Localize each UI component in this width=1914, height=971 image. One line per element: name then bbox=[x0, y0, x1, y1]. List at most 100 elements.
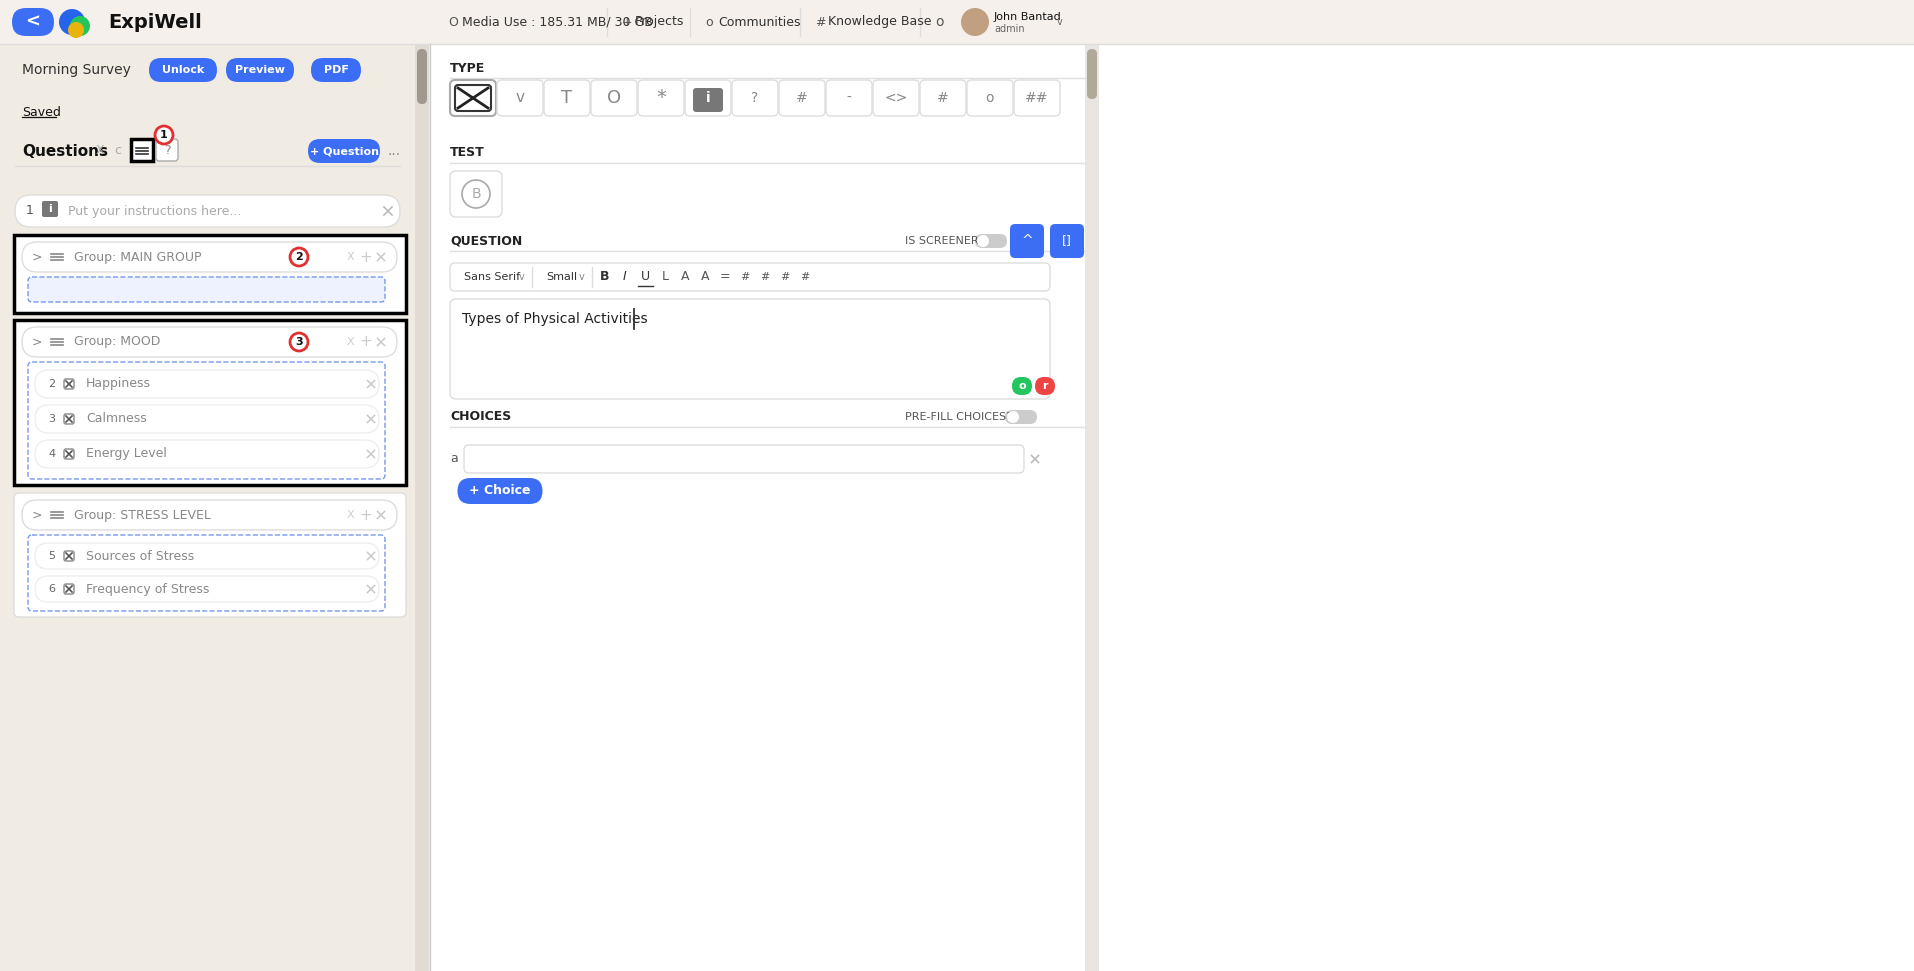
Text: + Choice: + Choice bbox=[469, 485, 530, 497]
Text: ExpiWell: ExpiWell bbox=[107, 13, 201, 31]
Text: []: [] bbox=[1062, 235, 1072, 248]
FancyBboxPatch shape bbox=[21, 327, 396, 357]
Text: PDF: PDF bbox=[323, 65, 348, 75]
Text: o: o bbox=[936, 15, 944, 29]
FancyBboxPatch shape bbox=[544, 80, 590, 116]
Text: i: i bbox=[706, 91, 710, 105]
Text: IS SCREENER?: IS SCREENER? bbox=[905, 236, 984, 246]
Bar bbox=[130, 139, 153, 161]
Text: B: B bbox=[471, 187, 480, 201]
FancyBboxPatch shape bbox=[34, 543, 379, 569]
Text: Knowledge Base: Knowledge Base bbox=[829, 16, 932, 28]
Text: I: I bbox=[624, 271, 628, 284]
Text: Frequency of Stress: Frequency of Stress bbox=[86, 583, 209, 595]
Bar bbox=[415, 44, 429, 971]
Text: 3: 3 bbox=[48, 414, 56, 424]
FancyBboxPatch shape bbox=[1014, 80, 1060, 116]
Text: ?: ? bbox=[165, 145, 170, 157]
Circle shape bbox=[71, 16, 90, 36]
Circle shape bbox=[69, 22, 84, 38]
Text: v: v bbox=[1057, 17, 1062, 27]
FancyBboxPatch shape bbox=[226, 58, 295, 82]
FancyBboxPatch shape bbox=[974, 234, 1007, 248]
FancyBboxPatch shape bbox=[873, 80, 919, 116]
Text: X: X bbox=[346, 252, 354, 262]
FancyBboxPatch shape bbox=[34, 405, 379, 433]
Text: X: X bbox=[96, 145, 103, 157]
Bar bbox=[1085, 44, 1099, 971]
FancyBboxPatch shape bbox=[11, 8, 54, 36]
Bar bbox=[431, 44, 1914, 971]
FancyBboxPatch shape bbox=[417, 49, 427, 104]
Text: Energy Level: Energy Level bbox=[86, 448, 167, 460]
Text: A: A bbox=[701, 271, 710, 284]
Text: v: v bbox=[519, 272, 524, 282]
Text: Questions: Questions bbox=[21, 144, 107, 158]
Circle shape bbox=[291, 248, 308, 266]
Text: O: O bbox=[607, 89, 620, 107]
Text: ...: ... bbox=[387, 144, 400, 158]
FancyBboxPatch shape bbox=[63, 584, 75, 594]
Text: + Question: + Question bbox=[310, 146, 379, 156]
Bar bbox=[13, 235, 406, 313]
Text: =: = bbox=[720, 271, 731, 284]
Text: B: B bbox=[601, 271, 611, 284]
Text: +: + bbox=[360, 250, 373, 264]
Text: +: + bbox=[360, 334, 373, 350]
Text: #: # bbox=[741, 272, 750, 282]
Text: 2: 2 bbox=[295, 252, 302, 262]
FancyBboxPatch shape bbox=[29, 535, 385, 611]
FancyBboxPatch shape bbox=[1087, 49, 1097, 99]
FancyBboxPatch shape bbox=[21, 500, 396, 530]
Text: Preview: Preview bbox=[235, 65, 285, 75]
Text: Types of Physical Activities: Types of Physical Activities bbox=[461, 312, 647, 326]
Text: PRE-FILL CHOICES?: PRE-FILL CHOICES? bbox=[905, 412, 1013, 422]
Text: -: - bbox=[846, 91, 852, 105]
Text: #: # bbox=[796, 91, 808, 105]
Text: #: # bbox=[781, 272, 790, 282]
Text: Group: MAIN GROUP: Group: MAIN GROUP bbox=[75, 251, 201, 263]
Text: v: v bbox=[515, 90, 524, 106]
FancyBboxPatch shape bbox=[63, 449, 75, 459]
FancyBboxPatch shape bbox=[457, 478, 542, 504]
Text: v: v bbox=[580, 272, 586, 282]
Text: QUESTION: QUESTION bbox=[450, 235, 523, 248]
FancyBboxPatch shape bbox=[21, 242, 396, 272]
Text: >: > bbox=[33, 251, 42, 263]
Text: Projects: Projects bbox=[635, 16, 685, 28]
FancyBboxPatch shape bbox=[967, 80, 1013, 116]
FancyBboxPatch shape bbox=[685, 80, 731, 116]
FancyBboxPatch shape bbox=[1011, 224, 1043, 258]
Text: *: * bbox=[657, 88, 666, 108]
Circle shape bbox=[291, 333, 308, 351]
Text: >: > bbox=[33, 509, 42, 521]
FancyBboxPatch shape bbox=[63, 551, 75, 561]
Text: i: i bbox=[48, 204, 52, 214]
Text: 6: 6 bbox=[48, 584, 56, 594]
FancyBboxPatch shape bbox=[1051, 224, 1083, 258]
FancyBboxPatch shape bbox=[450, 299, 1051, 399]
FancyBboxPatch shape bbox=[34, 576, 379, 602]
Circle shape bbox=[1007, 411, 1018, 423]
Text: U: U bbox=[641, 271, 649, 284]
Text: Group: STRESS LEVEL: Group: STRESS LEVEL bbox=[75, 509, 211, 521]
FancyBboxPatch shape bbox=[921, 80, 967, 116]
Circle shape bbox=[155, 126, 172, 144]
FancyBboxPatch shape bbox=[450, 263, 1051, 291]
Text: +: + bbox=[360, 508, 373, 522]
Text: #: # bbox=[815, 16, 825, 28]
FancyBboxPatch shape bbox=[310, 58, 362, 82]
FancyBboxPatch shape bbox=[693, 88, 723, 112]
Text: Small: Small bbox=[545, 272, 578, 282]
Text: admin: admin bbox=[993, 24, 1024, 34]
Text: o: o bbox=[986, 91, 993, 105]
Text: O: O bbox=[448, 16, 457, 28]
Text: ^: ^ bbox=[1022, 234, 1034, 248]
FancyBboxPatch shape bbox=[498, 80, 544, 116]
Text: a: a bbox=[450, 452, 457, 465]
Text: CHOICES: CHOICES bbox=[450, 411, 511, 423]
FancyBboxPatch shape bbox=[1013, 377, 1032, 395]
FancyBboxPatch shape bbox=[13, 493, 406, 617]
Text: #: # bbox=[800, 272, 810, 282]
Text: o: o bbox=[704, 16, 712, 28]
